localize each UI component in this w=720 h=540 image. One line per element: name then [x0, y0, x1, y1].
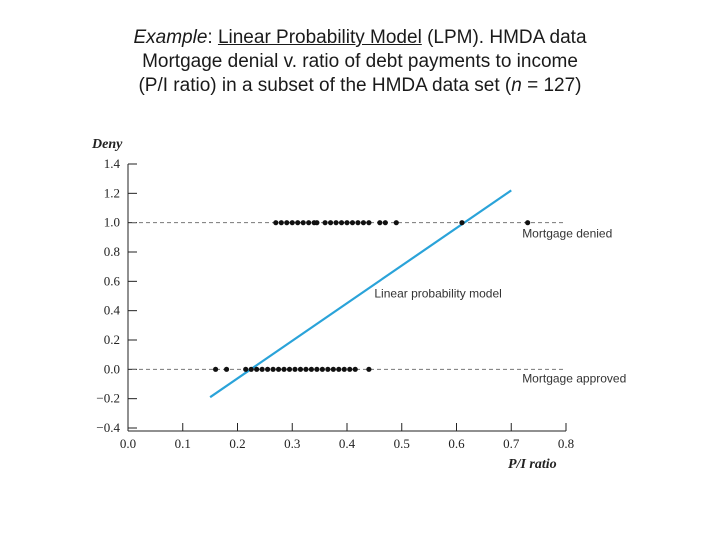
data-point: [355, 220, 361, 226]
data-point: [278, 220, 284, 226]
title-line-1: Example: Linear Probability Model (LPM).…: [0, 26, 720, 50]
data-point: [281, 366, 287, 372]
annotation-label: Mortgage denied: [522, 226, 612, 240]
y-tick-label: 0.0: [104, 361, 120, 376]
data-point: [314, 220, 320, 226]
data-point: [306, 220, 312, 226]
x-axis-title: P/I ratio: [508, 457, 557, 472]
data-point: [352, 366, 358, 372]
y-tick-label: 0.6: [104, 273, 121, 288]
data-point: [297, 366, 304, 372]
data-point: [393, 220, 399, 226]
data-point: [327, 220, 334, 226]
x-tick-label: 0.4: [339, 436, 356, 451]
y-tick-label: −0.4: [96, 420, 120, 435]
y-tick-label: 0.4: [104, 303, 121, 318]
data-point: [295, 220, 301, 226]
title-line-3-post: = 127): [521, 75, 582, 96]
title-line-2: Mortgage denial v. ratio of debt payment…: [142, 51, 578, 72]
data-point: [325, 366, 331, 372]
x-tick-label: 0.5: [394, 436, 410, 451]
data-point: [319, 366, 325, 372]
title-underlined-phrase: Linear Probability Model: [217, 27, 422, 48]
x-tick-label: 0.3: [284, 436, 300, 451]
data-point: [347, 366, 353, 372]
title-line-3-pre: (P/I ratio) in a subset of the HMDA data…: [138, 75, 512, 96]
data-point: [333, 220, 339, 226]
data-point: [525, 220, 531, 226]
data-point: [314, 366, 320, 372]
x-tick-label: 0.6: [448, 436, 465, 451]
data-point: [265, 366, 271, 372]
data-point: [259, 366, 265, 372]
data-point: [308, 366, 315, 372]
data-point: [377, 220, 383, 226]
title-italic-word: Example: [133, 27, 208, 48]
y-tick-label: 1.4: [104, 156, 121, 171]
data-point: [360, 220, 367, 226]
data-point: [349, 220, 356, 226]
data-point: [223, 366, 230, 372]
y-tick-label: −0.2: [96, 391, 120, 406]
data-point: [248, 366, 254, 372]
data-point: [243, 366, 249, 372]
x-tick-label: 0.2: [229, 436, 245, 451]
data-point: [270, 366, 276, 372]
y-tick-label: 1.2: [104, 185, 120, 200]
data-point: [292, 366, 298, 372]
y-tick-label: 0.8: [104, 244, 120, 259]
data-point: [344, 220, 350, 226]
data-point: [254, 366, 260, 372]
data-point: [366, 220, 372, 226]
data-point: [284, 220, 290, 226]
chart-title: Example: Linear Probability Model (LPM).…: [0, 26, 720, 98]
x-tick-label: 0.0: [120, 436, 136, 451]
data-point: [303, 366, 309, 372]
y-axis-title: Deny: [91, 137, 123, 152]
data-point: [366, 366, 372, 372]
data-point: [289, 220, 295, 226]
title-n-symbol: n: [511, 75, 522, 96]
data-point: [273, 220, 279, 226]
annotation-label: Mortgage approved: [522, 372, 626, 386]
x-tick-label: 0.1: [175, 436, 191, 451]
data-point: [459, 220, 465, 226]
y-tick-label: 0.2: [104, 332, 120, 347]
x-tick-label: 0.8: [558, 436, 574, 451]
data-point: [336, 366, 342, 372]
data-point: [213, 366, 219, 372]
data-point: [300, 220, 306, 226]
data-point: [286, 366, 293, 372]
annotation-label: Linear probability model: [374, 286, 501, 300]
x-tick-label: 0.7: [503, 436, 520, 451]
data-point: [322, 220, 328, 226]
title-colon: :: [207, 27, 218, 48]
data-point: [382, 220, 388, 226]
title-line-3: (P/I ratio) in a subset of the HMDA data…: [0, 74, 720, 98]
data-point: [275, 366, 282, 372]
title-line-1-rest: (LPM). HMDA data: [421, 27, 587, 48]
data-point: [341, 366, 347, 372]
y-tick-label: 1.0: [104, 215, 120, 230]
data-point: [338, 220, 345, 226]
data-point: [330, 366, 336, 372]
